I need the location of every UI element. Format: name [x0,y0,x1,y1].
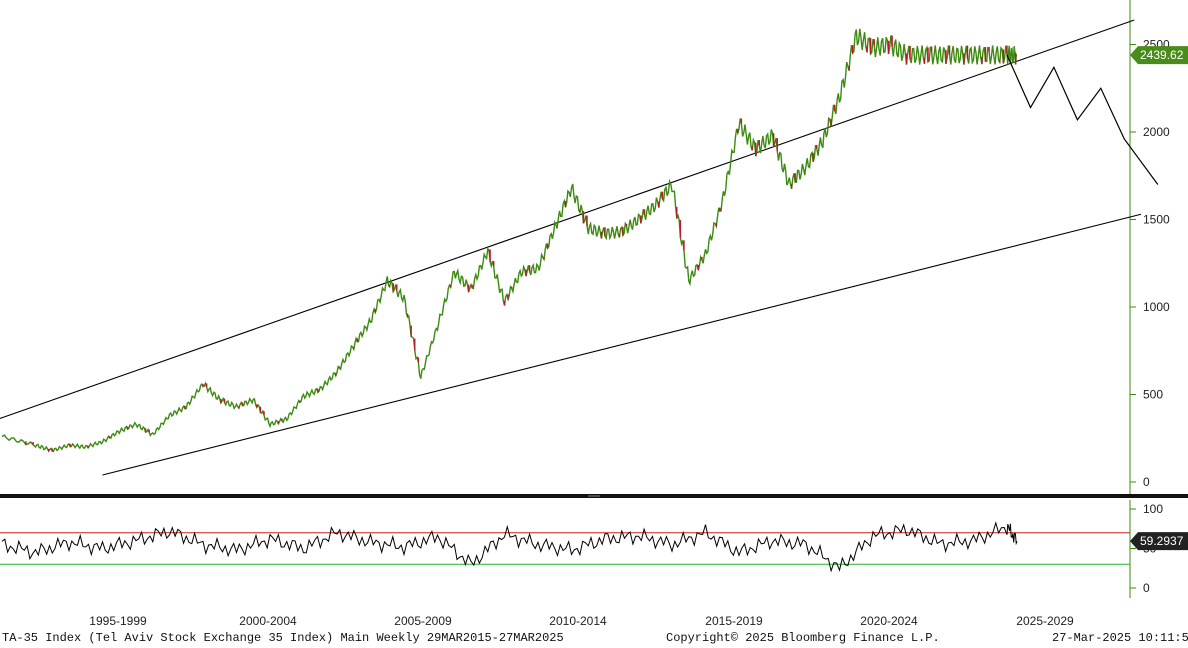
osc-y-tick-label: 0 [1143,581,1150,595]
price-y-tick-label: 2000 [1143,125,1170,139]
footer-copyright: Copyright© 2025 Bloomberg Finance L.P. [666,631,940,645]
x-period-label: 1995-1999 [89,614,147,628]
price-last-value-label: 2439.62 [1140,48,1184,62]
price-last-value-tag [1130,46,1188,65]
upper-trendline [0,19,1135,420]
x-period-label: 2005-2009 [394,614,452,628]
price-series-line [1,28,1018,453]
x-axis: 1995-1999 2000-2004 2005-2009 2010-2014 2015… [89,614,1074,628]
osc-y-tick-label: 100 [1143,502,1163,516]
price-y-tick-label: 1000 [1143,300,1170,314]
price-y-tick-label: 0 [1143,475,1150,489]
osc-last-value-tag [1130,532,1188,551]
projection-zigzag [1006,54,1159,185]
price-y-tick-label: 1500 [1143,213,1170,227]
osc-last-value-label: 59.2937 [1140,534,1184,548]
footer-index-info: TA-35 Index (Tel Aviv Stock Exchange 35 … [2,631,564,645]
footer-timestamp: 27-Mar-2025 10:11:50 [1052,631,1188,645]
lower-trendline [102,213,1142,476]
x-period-label: 2015-2019 [705,614,763,628]
x-period-label: 2020-2024 [860,614,918,628]
x-period-label: 2000-2004 [239,614,297,628]
oscillator-series-line [1,521,1018,573]
x-period-label: 2010-2014 [549,614,607,628]
x-period-label: 2025-2029 [1016,614,1074,628]
oscillator-panel: 05010059.2937 [0,494,1188,598]
price-y-tick-label: 500 [1143,388,1163,402]
